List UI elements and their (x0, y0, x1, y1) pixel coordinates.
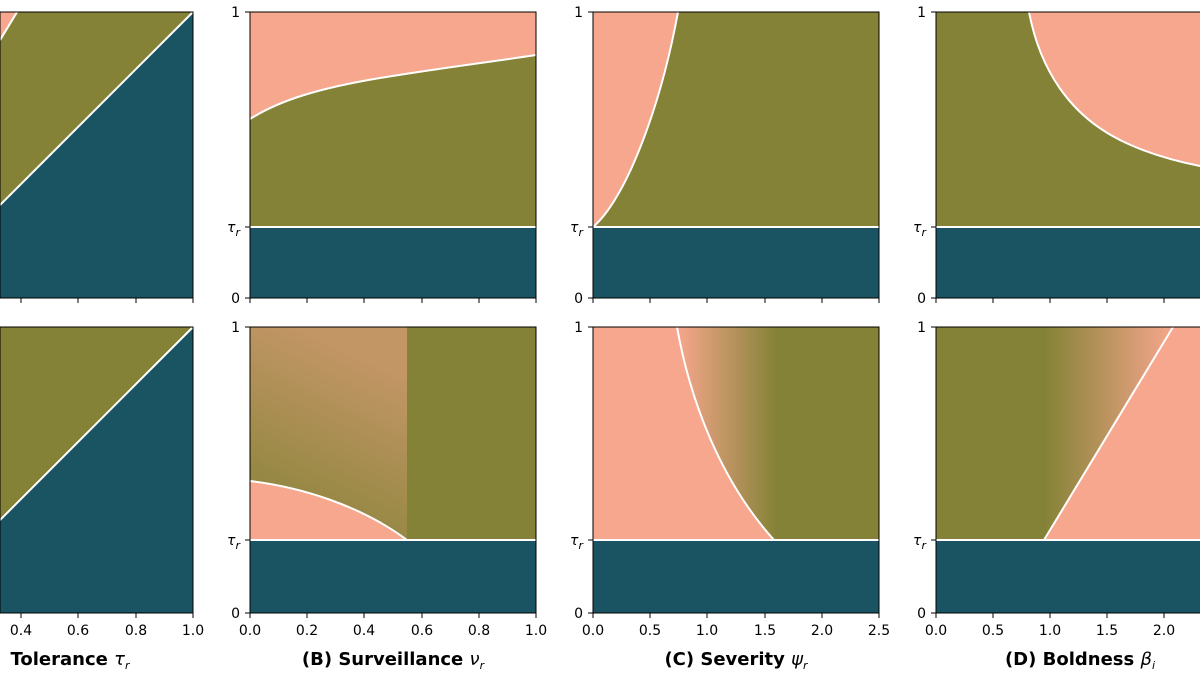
panel-b-top-teal (250, 227, 536, 298)
panel-b-bottom (249, 326, 537, 614)
panel-a-xaxis: 0.4 0.6 0.8 1.0 Tolerance τr (10, 298, 204, 672)
panel-c-bottom-boundary (676, 326, 775, 541)
panel-c-xtick-5: 2.5 (868, 623, 890, 639)
panel-c-xticks: 0.0 0.5 1.0 1.5 2.0 2.5 (582, 298, 890, 639)
panel-c-top-ytick-tau: τr (570, 220, 584, 239)
panel-b-xtick-3: 0.6 (411, 623, 433, 639)
panel-d-xtick-2: 1.0 (1039, 623, 1061, 639)
panel-b-top-olive (250, 55, 536, 227)
panel-c-xtick-1: 0.5 (639, 623, 661, 639)
panel-b-xtick-2: 0.4 (353, 623, 375, 639)
panel-c-xtick-4: 2.0 (811, 623, 833, 639)
panel-b-xtick-4: 0.8 (468, 623, 490, 639)
panel-d-xtick-0: 0.0 (925, 623, 947, 639)
panel-d-xticks: 0.0 0.5 1.0 1.5 2.0 (925, 298, 1175, 639)
panel-d-top-ytick-tau: τr (913, 220, 927, 239)
panel-a-xlabel: Tolerance τr (11, 649, 131, 672)
panel-a-xtick-2: 0.8 (125, 623, 147, 639)
panel-d-top-boundary (1028, 11, 1200, 167)
panel-d-top-ytick-1: 1 (917, 5, 926, 21)
panel-c-top-salmon (593, 12, 678, 227)
panel-d-top (935, 11, 1200, 299)
panel-a-xtick-3: 1.0 (182, 623, 204, 639)
panel-c-top-teal (593, 227, 879, 298)
panel-c-bottom-ytick-tau: τr (570, 533, 584, 552)
panel-d-bottom-ytick-1: 1 (917, 320, 926, 336)
panel-a-xtick-0: 0.4 (10, 623, 32, 639)
panel-b-bottom-ytick-tau: τr (227, 533, 241, 552)
panel-c-xtick-2: 1.0 (696, 623, 718, 639)
panel-c-top-ytick-1: 1 (574, 5, 583, 21)
panel-b-top-ytick-tau: τr (227, 220, 241, 239)
panel-c-xtick-0: 0.0 (582, 623, 604, 639)
panel-d-xlabel: (D) Boldness βi (1005, 649, 1155, 672)
panel-c-bottom-ytick-0: 0 (574, 606, 583, 622)
panel-a-top (0, 11, 194, 299)
panel-d-bottom-salmon (1044, 327, 1200, 540)
panel-d-xtick-1: 0.5 (982, 623, 1004, 639)
panel-b-bottom-ytick-1: 1 (231, 320, 240, 336)
panel-c-bottom-teal (593, 540, 879, 613)
panel-c-bottom-salmon (593, 327, 774, 540)
panel-a-xtick-1: 0.6 (67, 623, 89, 639)
panel-c-top (592, 11, 880, 299)
panel-c-xlabel: (C) Severity ψr (664, 649, 809, 672)
panel-a-top-diagonal (0, 11, 194, 206)
panel-c-axes: 1 τr 0 1 τr 0 0.0 0.5 1.0 1.5 2.0 2.5 (C… (570, 5, 890, 672)
panel-c-bottom-ytick-1: 1 (574, 320, 583, 336)
panel-b-xtick-1: 0.2 (296, 623, 318, 639)
panel-d-bottom-boundary (1043, 326, 1174, 541)
panel-d-xtick-3: 1.5 (1096, 623, 1118, 639)
panel-a-bottom-diagonal (0, 326, 194, 521)
panel-b-top (249, 11, 537, 299)
panel-d-top-salmon (1029, 12, 1200, 166)
panel-c-xtick-3: 1.5 (754, 623, 776, 639)
panel-b-xlabel: (B) Surveillance νr (302, 649, 486, 672)
panel-b-top-boundary (249, 54, 537, 120)
panel-d-top-ytick-0: 0 (917, 291, 926, 307)
panel-d-top-teal (936, 227, 1200, 298)
panel-b-xticks: 0.0 0.2 0.4 0.6 0.8 1.0 (239, 298, 547, 639)
panel-b-top-ytick-0: 0 (231, 291, 240, 307)
panel-b-xtick-0: 0.0 (239, 623, 261, 639)
panel-d-bottom-teal (936, 540, 1200, 613)
panel-d-bottom-ytick-tau: τr (913, 533, 927, 552)
panel-d-bottom (935, 326, 1200, 614)
panel-b-bottom-salmon (250, 481, 407, 540)
panel-a-bottom (0, 326, 194, 614)
panel-b-bottom-teal (250, 540, 536, 613)
panel-c-top-ytick-0: 0 (574, 291, 583, 307)
panel-b-top-ytick-1: 1 (231, 5, 240, 21)
panel-b-bottom-boundary (249, 480, 408, 541)
panel-b-xtick-5: 1.0 (525, 623, 547, 639)
panel-b-axes: 1 τr 0 1 τr 0 0.0 0.2 0.4 0.6 0.8 1.0 (B… (227, 5, 547, 672)
panel-d-xtick-4: 2.0 (1153, 623, 1175, 639)
panel-c-bottom (592, 326, 880, 614)
panel-d-bottom-ytick-0: 0 (917, 606, 926, 622)
panel-d-axes: 1 τr 0 1 τr 0 0.0 0.5 1.0 1.5 2.0 (D) Bo… (913, 5, 1175, 672)
panel-c-top-boundary (592, 11, 679, 228)
panel-b-bottom-ytick-0: 0 (231, 606, 240, 622)
